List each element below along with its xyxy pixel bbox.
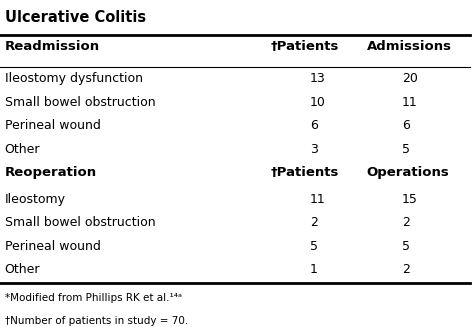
Text: 11: 11 [310,193,326,206]
Text: 1: 1 [310,263,318,276]
Text: 10: 10 [310,96,326,109]
Text: Readmission: Readmission [5,40,100,53]
Text: 3: 3 [310,143,318,156]
Text: Other: Other [5,263,40,276]
Text: 5: 5 [401,240,410,253]
Text: †Patients: †Patients [270,166,338,180]
Text: Reoperation: Reoperation [5,166,97,180]
Text: Small bowel obstruction: Small bowel obstruction [5,216,155,229]
Text: Ileostomy dysfunction: Ileostomy dysfunction [5,72,143,85]
Text: 13: 13 [310,72,326,85]
Text: Perineal wound: Perineal wound [5,240,100,253]
Text: Other: Other [5,143,40,156]
Text: 2: 2 [310,216,318,229]
Text: †Number of patients in study = 70.: †Number of patients in study = 70. [5,316,188,326]
Text: †Patients: †Patients [270,40,338,53]
Text: 2: 2 [401,216,410,229]
Text: 2: 2 [401,263,410,276]
Text: 15: 15 [401,193,418,206]
Text: 5: 5 [310,240,318,253]
Text: Admissions: Admissions [366,40,451,53]
Text: 5: 5 [401,143,410,156]
Text: 6: 6 [310,119,318,132]
Text: 20: 20 [401,72,418,85]
Text: Operations: Operations [366,166,449,180]
Text: Perineal wound: Perineal wound [5,119,100,132]
Text: 6: 6 [401,119,410,132]
Text: *Modified from Phillips RK et al.¹⁴ᵃ: *Modified from Phillips RK et al.¹⁴ᵃ [5,293,182,303]
Text: Small bowel obstruction: Small bowel obstruction [5,96,155,109]
Text: Ulcerative Colitis: Ulcerative Colitis [5,10,146,25]
Text: Ileostomy: Ileostomy [5,193,66,206]
Text: 11: 11 [401,96,418,109]
